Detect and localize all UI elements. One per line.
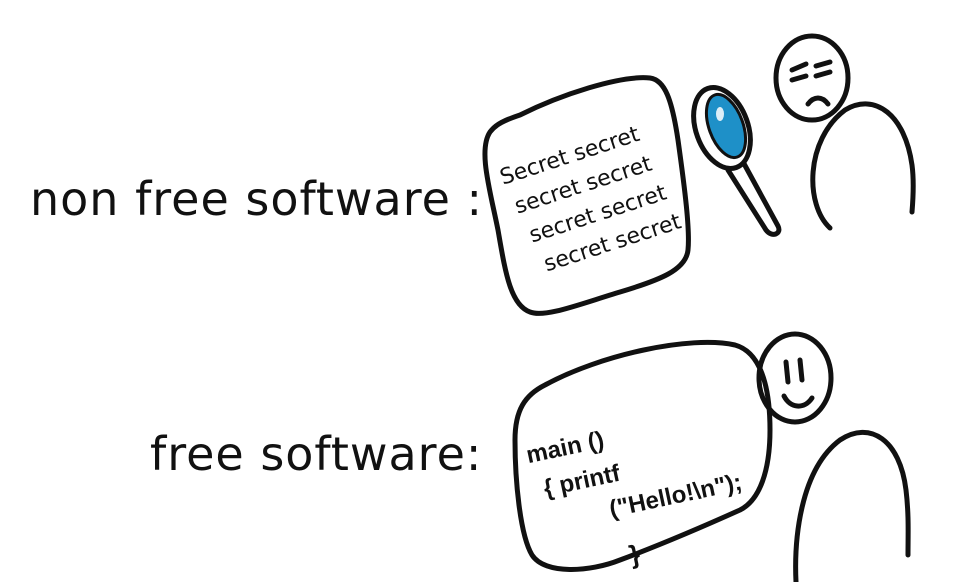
happy-face: [756, 331, 834, 425]
unhappy-body: [810, 101, 916, 231]
secret-document-outline: [482, 75, 691, 316]
magnifier-lens: [704, 92, 748, 160]
happy-body: [793, 429, 911, 582]
secret-document: Secret secret secret secret secret secre…: [482, 75, 691, 316]
code-document-outline: [512, 339, 773, 572]
non-free-software-label: non free software :: [30, 172, 483, 226]
frown-mouth: [805, 95, 831, 107]
code-text-group: main () { printf ("Hello!\n"); }: [524, 426, 744, 570]
code-line-1: main (): [524, 426, 607, 469]
happy-person: [756, 331, 911, 582]
magnifier-handle: [725, 157, 782, 237]
free-software-label: free software:: [150, 427, 482, 481]
code-document: main () { printf ("Hello!\n"); }: [512, 339, 773, 572]
secret-text-group: Secret secret secret secret secret secre…: [497, 122, 685, 277]
unhappy-person: [773, 33, 916, 231]
unhappy-face: [773, 33, 851, 123]
magnifying-glass-icon: [691, 85, 782, 237]
smile-mouth: [781, 393, 815, 409]
